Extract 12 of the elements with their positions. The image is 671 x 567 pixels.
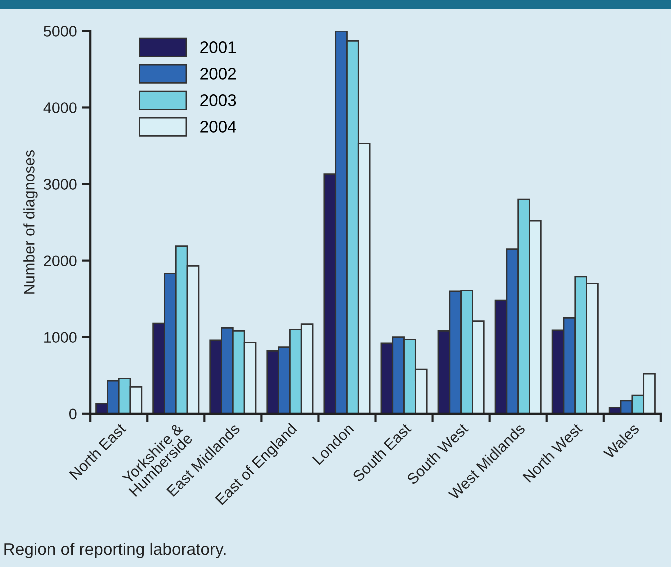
y-tick-label: 4000 [44, 102, 77, 114]
legend-label: 2002 [200, 68, 236, 80]
legend-label: 2001 [200, 42, 236, 54]
y-tick-label: 5000 [44, 26, 77, 37]
y-tick-label: 0 [69, 408, 77, 420]
y-tick-label: 2000 [44, 256, 77, 267]
legend-label: 2004 [200, 121, 236, 133]
y-axis-title: Number of diagnoses [24, 150, 38, 294]
y-tick-label: 1000 [44, 332, 77, 344]
legend-label: 2003 [200, 94, 236, 106]
text: Region of reporting laboratory. [4, 542, 226, 558]
y-tick-label: 3000 [44, 179, 77, 190]
